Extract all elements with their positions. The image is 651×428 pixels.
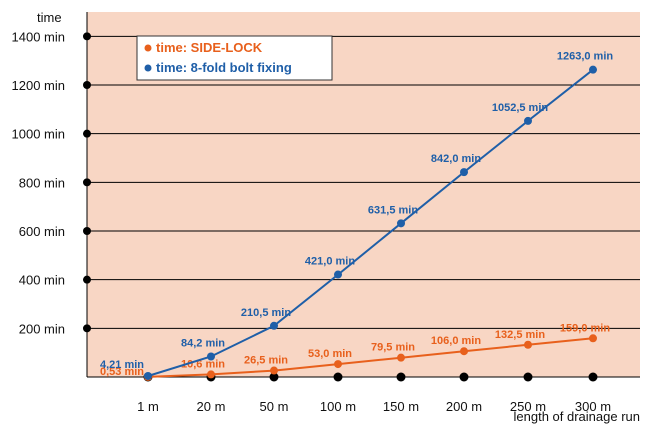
legend-label-bolt-fixing: time: 8-fold bolt fixing (156, 60, 292, 75)
x-tick-marker (459, 372, 469, 382)
data-point (270, 366, 278, 375)
x-tick-label: 100 m (320, 399, 356, 414)
y-tick-marker (83, 32, 91, 41)
data-point (460, 168, 468, 177)
y-tick-marker (83, 129, 91, 138)
legend-marker-bolt-fixing (144, 64, 152, 72)
data-point (589, 334, 597, 343)
data-point (207, 352, 215, 361)
data-point (589, 65, 597, 74)
y-tick-label: 800 min (19, 175, 65, 190)
grid-lines (87, 35, 640, 329)
data-label: 1052,5 min (492, 102, 549, 114)
legend-marker-side-lock (144, 44, 152, 52)
data-point (334, 360, 342, 369)
legend-box (136, 35, 333, 81)
data-label: 631,5 min (368, 204, 418, 216)
data-point (524, 116, 532, 125)
y-tick-marker (83, 81, 91, 89)
x-tick-label: 50 m (260, 399, 289, 414)
y-tick-label: 600 min (19, 224, 65, 239)
x-tick-marker (396, 372, 406, 382)
x-axis-title: length of drainage run (514, 409, 640, 424)
data-label: 106,0 min (431, 335, 481, 347)
x-tick-marker (523, 372, 533, 382)
series-line (147, 68, 594, 377)
x-tick-label: 300 m (575, 399, 611, 414)
data-label: 53,0 min (308, 348, 352, 360)
data-point (270, 321, 278, 330)
data-label: 84,2 min (181, 338, 225, 350)
axes (86, 12, 640, 378)
x-tick-marker (333, 372, 343, 382)
legend: time: SIDE-LOCK time: 8-fold bolt fixing (136, 35, 333, 81)
data-point (397, 353, 405, 362)
x-tick-label: 150 m (383, 399, 419, 414)
data-point (397, 219, 405, 228)
data-point (460, 347, 468, 356)
y-tick-label: 200 min (19, 321, 65, 336)
y-tick-marker (83, 178, 91, 187)
data-label: 26,5 min (244, 355, 288, 367)
x-tick-marker (269, 372, 279, 382)
data-point (207, 370, 215, 379)
x-tick-marker (588, 372, 598, 382)
y-tick-marker (83, 324, 91, 333)
data-label: 210,5 min (241, 307, 291, 319)
y-tick-marker (83, 227, 91, 235)
series-line (147, 337, 594, 378)
series-1: 4,21 min 84,2 min 210,5 min 421,0 min 631,5 … (100, 51, 613, 380)
legend-label-side-lock: time: SIDE-LOCK (156, 40, 263, 55)
y-tick-marker (83, 275, 91, 284)
data-label: 0,53 min (100, 366, 144, 378)
y-tick-label: 1000 min (12, 127, 65, 142)
data-label: 421,0 min (305, 256, 355, 268)
data-label: 1263,0 min (557, 51, 614, 63)
x-tick-label: 20 m (197, 399, 226, 414)
x-axis-ticks: 1 m 20 m 50 m 100 m 150 m 200 m 250 m 300 m (137, 372, 611, 414)
x-tick-label: 250 m (510, 399, 546, 414)
x-tick-label: 200 m (446, 399, 482, 414)
data-point (334, 270, 342, 279)
y-axis-ticks: 200 min 400 min 600 min 800 min 1000 min 1200… (12, 29, 91, 336)
data-label: 79,5 min (371, 342, 415, 354)
data-point (524, 340, 532, 349)
data-label: 4,21 min (100, 359, 144, 371)
data-point (144, 371, 152, 380)
y-tick-label: 1200 min (12, 78, 65, 93)
y-axis-title: time (37, 10, 62, 25)
data-label: 159,0 min (560, 322, 610, 334)
y-tick-label: 400 min (19, 273, 65, 288)
y-tick-label: 1400 min (12, 29, 65, 44)
data-label: 842,0 min (431, 153, 481, 165)
data-label: 132,5 min (495, 329, 545, 341)
x-tick-label: 1 m (137, 399, 159, 414)
